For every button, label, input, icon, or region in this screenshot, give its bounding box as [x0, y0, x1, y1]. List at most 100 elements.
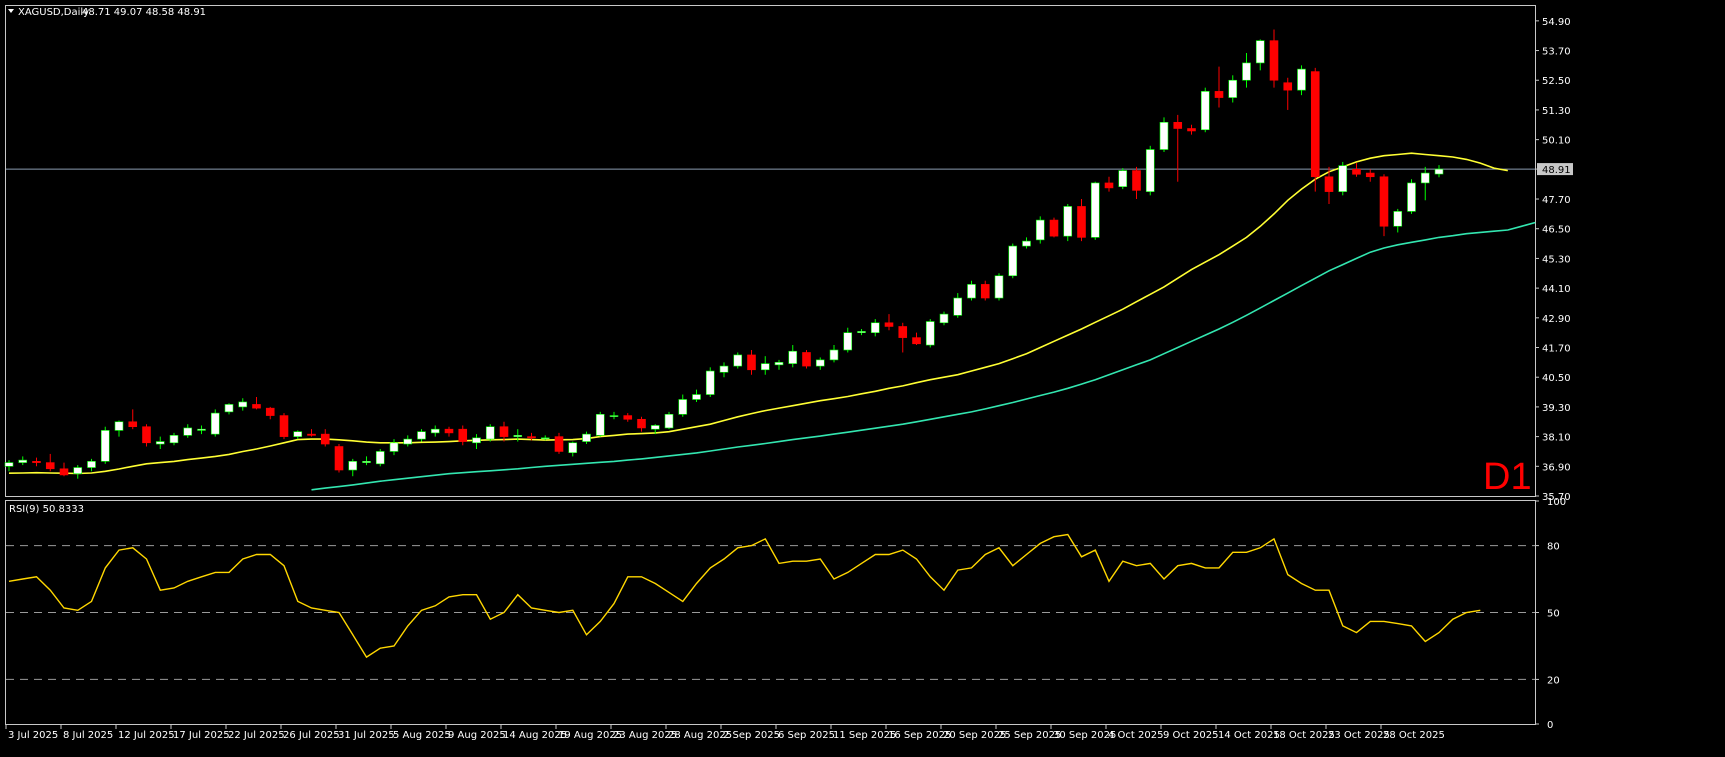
candle-body	[692, 394, 701, 400]
candle	[87, 458, 96, 472]
candle-body	[980, 284, 990, 299]
candle-body	[513, 435, 523, 437]
ma-fast-series	[8, 152, 1508, 475]
candle	[142, 424, 151, 447]
candle	[375, 448, 385, 467]
candle	[59, 462, 69, 477]
current-price-label: 48.91	[1542, 165, 1571, 176]
candle	[45, 453, 55, 472]
candle-body	[568, 442, 578, 453]
candle	[719, 362, 729, 378]
candle-body	[485, 426, 495, 440]
candle-body	[719, 365, 729, 373]
candle	[210, 409, 220, 437]
candle	[857, 328, 866, 336]
candle	[829, 345, 839, 363]
candle	[692, 389, 701, 402]
collapse-triangle-icon[interactable]	[8, 9, 14, 13]
date-tick-label: 20 Sep 2025	[943, 730, 1006, 741]
rsi-line	[8, 533, 1481, 659]
price-tick-label: 51.30	[1542, 106, 1571, 117]
candle	[760, 356, 770, 375]
candle-body	[128, 421, 138, 428]
candle	[1187, 124, 1196, 135]
candle	[1324, 166, 1334, 204]
date-tick-label: 14 Aug 2025	[503, 730, 567, 741]
candle-body	[403, 438, 413, 445]
date-tick-label: 9 Oct 2025	[1163, 730, 1218, 741]
candle-body	[1159, 122, 1169, 150]
candle-body	[100, 430, 110, 462]
candle-body	[1242, 62, 1251, 81]
candle	[114, 420, 124, 437]
candle-body	[1310, 71, 1320, 178]
candle-body	[444, 428, 454, 434]
rsi-tick-label: 20	[1547, 675, 1560, 686]
candle	[1063, 203, 1073, 242]
price-tick-label: 42.90	[1542, 314, 1571, 325]
candle	[912, 332, 921, 346]
candle	[265, 406, 275, 420]
candle	[238, 398, 248, 411]
candle-body	[595, 414, 605, 436]
current-price-box	[1537, 163, 1573, 176]
rsi-tick-label: 0	[1547, 720, 1553, 731]
candle-body	[1255, 40, 1265, 64]
candle	[499, 421, 509, 442]
candle	[994, 273, 1004, 301]
ma-fast-line	[8, 152, 1508, 475]
candle-body	[499, 426, 509, 437]
candle-body	[32, 461, 41, 463]
date-tick-label: 2 Sep 2025	[723, 730, 780, 741]
candle-body	[155, 441, 165, 445]
candle-body	[183, 427, 193, 436]
date-tick-label: 23 Oct 2025	[1328, 730, 1390, 741]
candle	[1338, 161, 1348, 196]
candle	[1008, 243, 1018, 279]
candle	[582, 431, 591, 445]
candle	[403, 435, 413, 447]
date-tick-label: 3 Jul 2025	[8, 730, 58, 741]
candle	[18, 456, 28, 466]
candle	[568, 441, 578, 457]
price-tick-label: 36.90	[1542, 462, 1571, 473]
candle	[1283, 77, 1293, 110]
candle-body	[238, 401, 248, 408]
rsi-levels	[6, 545, 1535, 680]
candle	[362, 456, 371, 466]
candle-body	[18, 459, 28, 463]
candle	[1393, 208, 1403, 233]
date-tick-label: 8 Jul 2025	[63, 730, 113, 741]
candle	[609, 411, 619, 420]
candle-body	[1379, 176, 1389, 227]
candle	[1173, 114, 1183, 182]
candle-body	[362, 461, 371, 463]
candle	[1407, 179, 1416, 214]
candle	[595, 411, 605, 437]
price-tick-label: 40.50	[1542, 373, 1571, 384]
candle-body	[1434, 168, 1444, 175]
candle-body	[458, 428, 468, 442]
candle-body	[45, 462, 55, 470]
candle-body	[169, 435, 179, 444]
candle-body	[1228, 79, 1238, 98]
candle	[788, 345, 798, 368]
candle-body	[1269, 40, 1279, 81]
candle-body	[1008, 245, 1018, 277]
candle	[224, 403, 234, 415]
candle	[1200, 87, 1210, 133]
candle-body	[114, 421, 124, 431]
date-tick-label: 17 Jul 2025	[173, 730, 230, 741]
candle-body	[774, 362, 784, 366]
candle	[1228, 75, 1238, 103]
candle	[293, 430, 303, 440]
candle	[1255, 39, 1265, 71]
candle	[1145, 145, 1155, 196]
candle	[554, 432, 564, 454]
candle	[389, 439, 399, 456]
candle	[802, 349, 811, 369]
candle-body	[912, 337, 921, 345]
ma-slow-series	[311, 221, 1536, 491]
